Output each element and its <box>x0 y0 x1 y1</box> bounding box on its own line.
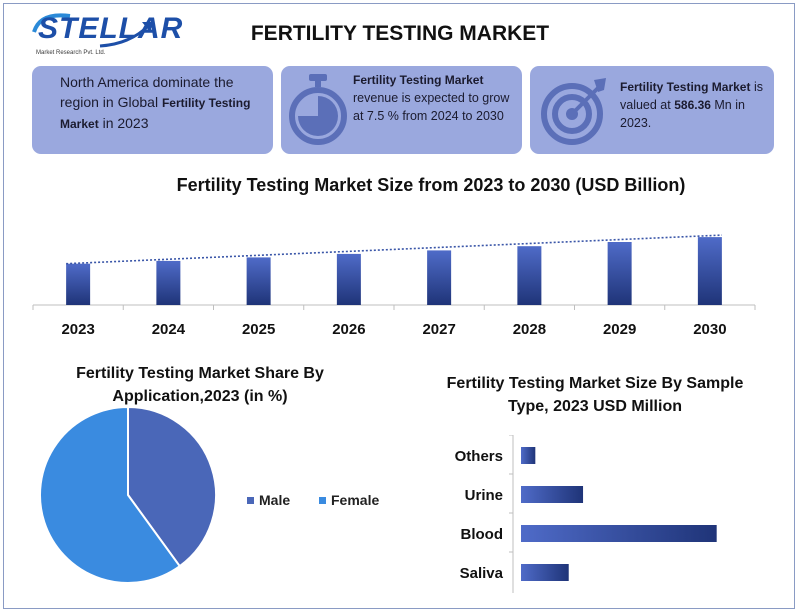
target-icon <box>541 78 606 145</box>
info-box-value: Fertility Testing Market is valued at 58… <box>530 66 774 154</box>
legend-swatch <box>319 497 326 504</box>
logo-text: STELLAR <box>38 12 184 45</box>
info-text: North America dominate the region in Glo… <box>60 74 234 110</box>
x-tick-label: 2029 <box>603 321 636 338</box>
logo: STELLAR Market Research Pvt. Ltd. <box>30 10 182 58</box>
y-tick-label: Blood <box>461 526 504 543</box>
trendline <box>66 234 722 265</box>
logo-subtext: Market Research Pvt. Ltd. <box>36 50 106 56</box>
stopwatch-icon <box>289 74 347 145</box>
y-tick-label: Saliva <box>460 565 504 582</box>
hbar-chart-title: Fertility Testing Market Size By Sample … <box>446 375 744 415</box>
logo-swoosh-icon <box>32 13 154 48</box>
x-tick-label: 2027 <box>422 321 455 338</box>
bar-2023 <box>66 263 91 305</box>
bar-urine <box>521 486 584 503</box>
info-box-growth: Fertility Testing Market revenue is expe… <box>281 66 522 154</box>
info-text-bold: Fertility Testing Market <box>620 80 751 94</box>
bar-others <box>521 447 536 464</box>
bar-2025 <box>246 257 271 305</box>
info-text-bold: Fertility Testing Market <box>353 73 484 87</box>
bar-blood <box>521 525 717 542</box>
info-text: Mn in 2023. <box>620 98 745 130</box>
info-text-bold: Fertility Testing Market <box>60 96 251 131</box>
pie-chart: Male Female <box>39 405 379 584</box>
info-text-bold: 586.36 <box>674 98 711 112</box>
hbar-chart: Others Urine Blood Saliva <box>455 435 717 593</box>
column-chart: 2023 2024 2025 2026 2027 2028 2029 2030 <box>32 234 756 338</box>
bar-2024 <box>156 260 181 305</box>
infographic-frame <box>3 3 795 609</box>
info-text: is valued at <box>620 80 763 112</box>
info-text: revenue is expected to grow at 7.5 % fro… <box>353 91 510 123</box>
page-title: FERTILITY TESTING MARKET <box>250 22 550 45</box>
legend-swatch <box>247 497 254 504</box>
info-box-region-text: North America dominate the region in Glo… <box>60 72 260 134</box>
y-tick-label: Others <box>455 448 503 465</box>
info-box-value-text: Fertility Testing Market is valued at 58… <box>620 78 770 132</box>
bar-saliva <box>521 564 569 581</box>
legend-label: Male <box>259 492 290 508</box>
bar-2029 <box>607 242 632 305</box>
bar-2027 <box>427 250 452 305</box>
x-tick-label: 2024 <box>152 321 186 338</box>
pie-slice-male <box>127 405 217 568</box>
bar-2028 <box>517 246 542 305</box>
x-tick-label: 2028 <box>513 321 546 338</box>
x-tick-label: 2030 <box>693 321 726 338</box>
bar-2026 <box>336 253 361 305</box>
info-box-region: North America dominate the region in Glo… <box>32 66 273 154</box>
info-box-growth-text: Fertility Testing Market revenue is expe… <box>353 71 513 125</box>
x-tick-label: 2023 <box>61 321 94 338</box>
pie-slice-female <box>39 405 182 584</box>
bar-2030 <box>697 237 722 305</box>
column-chart-title: Fertility Testing Market Size from 2023 … <box>176 175 686 195</box>
y-tick-label: Urine <box>465 487 503 504</box>
info-text: in 2023 <box>98 115 149 131</box>
legend-label: Female <box>331 492 379 508</box>
pie-chart-title: Fertility Testing Market Share By Applic… <box>76 365 324 405</box>
x-tick-label: 2026 <box>332 321 365 338</box>
x-tick-label: 2025 <box>242 321 275 338</box>
